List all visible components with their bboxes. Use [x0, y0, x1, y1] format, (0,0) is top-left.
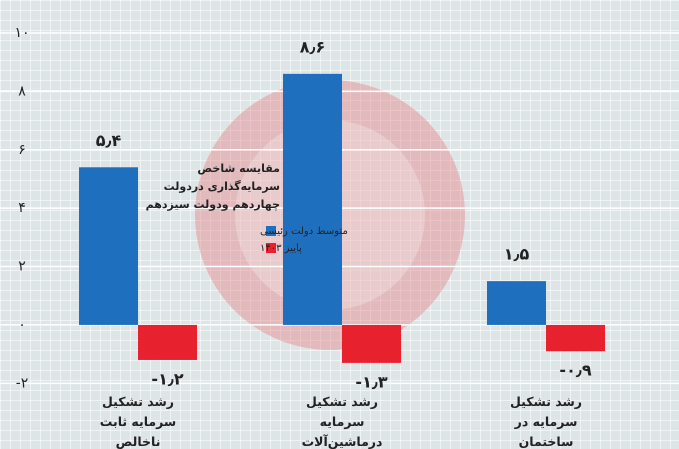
- value-label: ۸٫۶: [300, 37, 326, 56]
- y-tick-label: ۴: [18, 200, 26, 216]
- bar: [138, 324, 197, 360]
- value-label: -۱٫۳: [355, 372, 387, 391]
- value-label: -۱٫۲: [151, 369, 183, 388]
- legend-swatch: [266, 226, 276, 236]
- legend-swatch: [266, 243, 276, 253]
- value-label: -۰٫۹: [559, 361, 591, 380]
- legend-label: متوسط دولت رئیسی: [260, 226, 348, 237]
- value-label: ۵٫۴: [96, 131, 122, 150]
- y-tick-label: ۸: [18, 83, 26, 99]
- y-tick-label: ۰: [18, 317, 26, 333]
- chart-title: مقایسه شاخص سرمایه‌گذاری دردولت چهاردهم …: [145, 162, 280, 211]
- y-tick-label: ۶: [18, 142, 26, 158]
- y-tick-label: ۱۰: [14, 25, 29, 41]
- bar: [546, 324, 605, 352]
- bar: [487, 281, 546, 325]
- x-tick-label: رشد تشکیل سرمایه در ساختمان: [509, 394, 582, 449]
- y-tick-label: -۲: [16, 375, 29, 391]
- bar: [342, 324, 401, 363]
- value-label: ۱٫۵: [504, 245, 530, 264]
- legend-label: پاییز ۱۴۰۳: [260, 243, 302, 254]
- y-tick-label: ۲: [18, 259, 26, 275]
- bar: [79, 167, 138, 325]
- x-tick-label: رشد تشکیل سرمایه ثابت ناخالص: [99, 394, 177, 449]
- bar: [283, 73, 342, 325]
- x-tick-label: رشد تشکیل سرمایه درماشین‌آلات: [301, 394, 383, 449]
